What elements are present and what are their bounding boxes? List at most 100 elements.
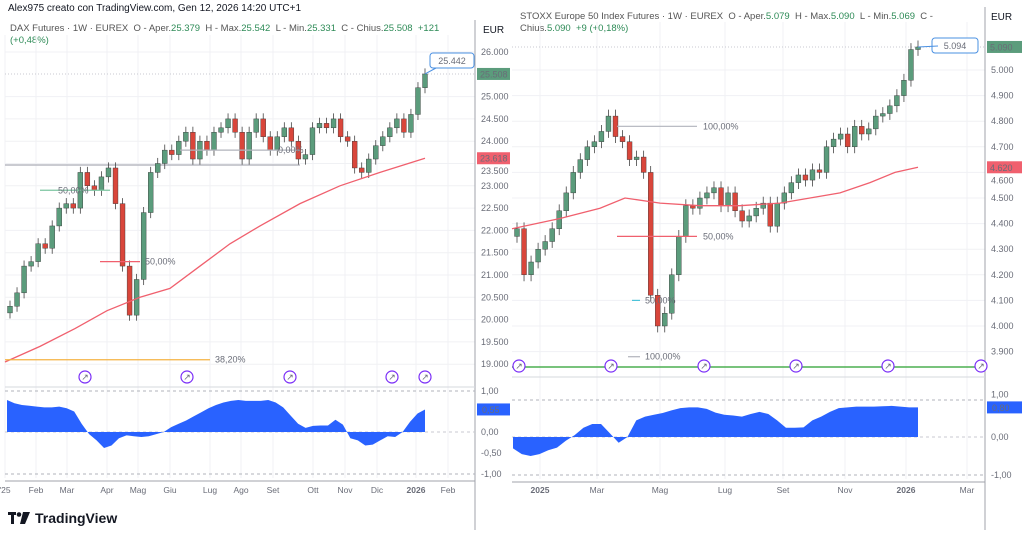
candle: [190, 126, 196, 165]
price-tick: 19.500: [481, 337, 509, 347]
candle-body: [28, 261, 34, 267]
high-value: 5.090: [830, 11, 855, 22]
change-value: +9 (+0,18%): [576, 23, 629, 34]
candle-body: [63, 203, 69, 209]
osc-tick: 1,00: [481, 386, 499, 396]
date-tick: Mag: [130, 485, 147, 495]
fib-level-label: 50,00%: [703, 231, 734, 241]
candle-body: [852, 126, 858, 147]
candle: [598, 125, 605, 149]
symbol-name[interactable]: DAX Futures · 1W · EUREX: [10, 23, 129, 34]
price-callout: [429, 52, 475, 69]
candle: [155, 157, 161, 178]
date-tick: Lug: [203, 485, 217, 495]
candle-body: [288, 127, 295, 142]
price-callout-text: 25.442: [438, 56, 466, 66]
candle: [7, 300, 13, 319]
candle-body: [218, 127, 224, 133]
osc-value-badge-text: 0,80: [992, 403, 1010, 413]
price-tick: 4.300: [991, 244, 1014, 254]
ma-value-badge-text: 4.620: [990, 163, 1013, 173]
candle: [309, 122, 316, 161]
candle-body: [70, 203, 76, 209]
candle-body: [549, 228, 555, 242]
candle-body: [556, 210, 562, 229]
candle: [387, 122, 393, 143]
candle: [119, 198, 126, 272]
candle-body: [563, 192, 569, 212]
candle: [204, 135, 210, 156]
candle-body: [49, 225, 55, 249]
candle-body: [894, 95, 900, 107]
price-tick: 4.800: [991, 116, 1014, 126]
candle-body: [98, 176, 105, 191]
candle-body: [669, 274, 675, 314]
candle-body: [823, 146, 830, 173]
event-arrow-icon: ↗: [183, 372, 191, 382]
candle: [415, 82, 421, 121]
candle: [767, 196, 773, 233]
candle: [725, 186, 731, 213]
candle-body: [795, 174, 802, 183]
price-tick: 22.000: [481, 225, 509, 235]
price-tick: 20.500: [481, 292, 509, 302]
candle-body: [732, 192, 738, 212]
candle-body: [126, 265, 133, 316]
candle: [619, 130, 626, 149]
candle-body: [683, 205, 689, 237]
open-value: 5.079: [765, 11, 790, 22]
candle: [408, 108, 414, 138]
symbol-name[interactable]: STOXX Europe 50 Index Futures · 1W · EUR…: [520, 11, 724, 22]
event-marker-icon: [418, 370, 432, 384]
candle-body: [190, 132, 196, 160]
event-marker-icon: [78, 370, 92, 384]
date-tick: Set: [267, 485, 280, 495]
candle: [711, 181, 717, 200]
candle: [908, 43, 914, 87]
fib-level-label: 50,00%: [58, 185, 89, 195]
candle-body: [633, 156, 640, 160]
candle: [655, 288, 661, 333]
date-tick: Mar: [60, 485, 75, 495]
candle-body: [162, 149, 168, 164]
tradingview-logo-icon: [8, 512, 30, 524]
candle: [788, 176, 795, 200]
candle-body: [7, 306, 13, 314]
candle: [760, 196, 766, 215]
candle: [401, 113, 407, 138]
price-tick: 23.000: [481, 181, 509, 191]
candle-body: [626, 141, 633, 160]
candle-body: [140, 212, 147, 280]
date-tick: Apr: [100, 485, 113, 495]
candle-body: [246, 132, 252, 160]
candle: [823, 140, 830, 179]
candle-body: [830, 138, 837, 147]
candle-body: [344, 136, 351, 142]
candle: [42, 238, 48, 254]
event-arrow-icon: ↗: [977, 361, 985, 371]
candle: [281, 122, 287, 143]
low-label: L - Min.: [859, 11, 892, 22]
event-marker-icon: [512, 359, 526, 373]
candle: [894, 89, 900, 113]
last-price-badge-text: 5.090: [990, 42, 1013, 52]
candle-body: [56, 207, 62, 227]
ma-value-badge: [477, 152, 510, 165]
candle: [584, 140, 591, 166]
candle: [35, 238, 41, 268]
candle: [394, 113, 400, 134]
candle: [169, 144, 175, 161]
osc-tick: -1,00: [481, 469, 502, 479]
candle-body: [239, 132, 245, 160]
candle-body: [880, 113, 886, 117]
candle: [830, 132, 837, 154]
candle-body: [373, 145, 379, 160]
candle-body: [260, 118, 266, 137]
candle-body: [521, 228, 527, 275]
candle: [521, 222, 527, 282]
candle-body: [84, 172, 91, 186]
event-arrow-icon: ↗: [388, 372, 396, 382]
price-tick: 5.000: [991, 65, 1014, 75]
candle-body: [204, 140, 210, 151]
